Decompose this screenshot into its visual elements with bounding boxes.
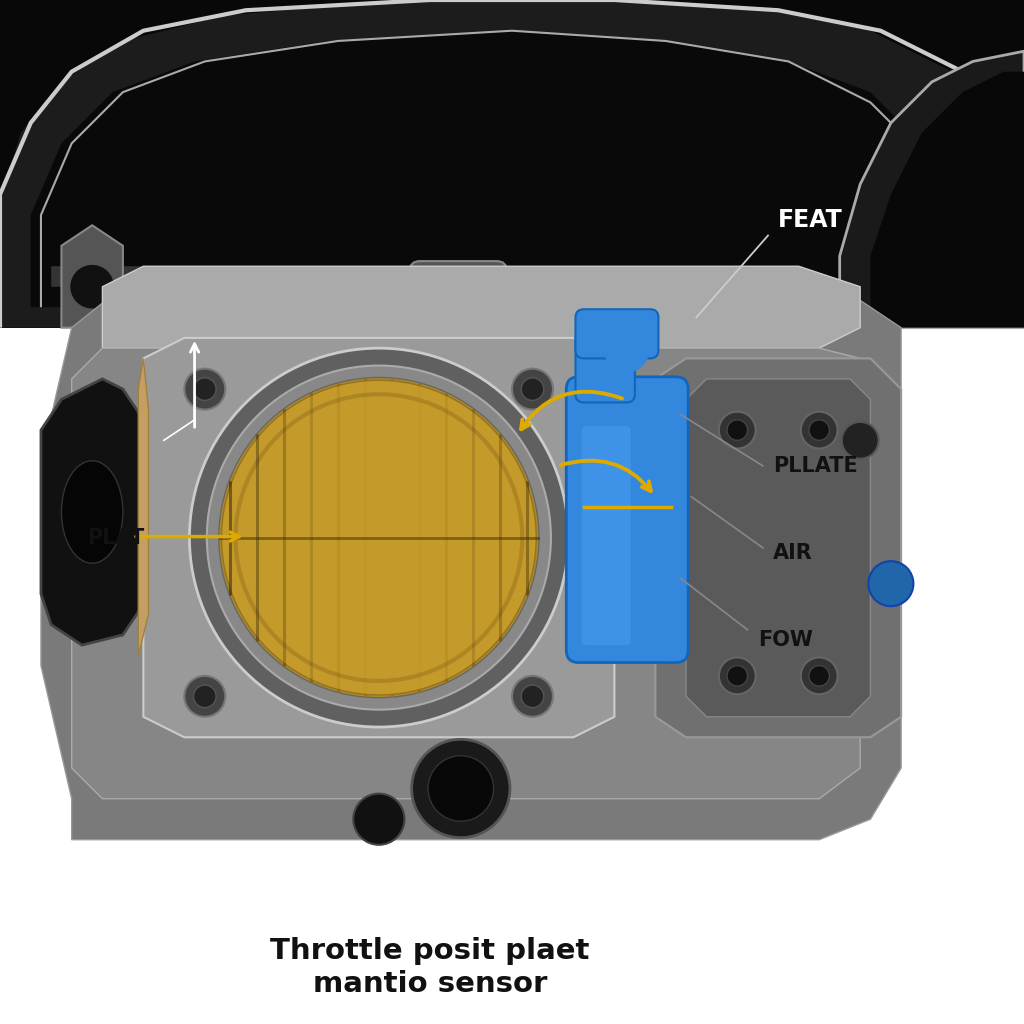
Circle shape [719, 412, 756, 449]
Polygon shape [143, 338, 614, 737]
Circle shape [412, 739, 510, 838]
Circle shape [194, 685, 216, 708]
Circle shape [842, 422, 879, 459]
Polygon shape [0, 0, 1024, 328]
FancyBboxPatch shape [575, 330, 635, 402]
Circle shape [727, 420, 748, 440]
Text: FOW: FOW [758, 630, 813, 650]
Text: PLLATE: PLLATE [773, 456, 858, 476]
Text: AIR: AIR [773, 543, 813, 563]
Text: PLAT: PLAT [87, 527, 144, 548]
Ellipse shape [61, 461, 123, 563]
Polygon shape [655, 358, 901, 737]
Polygon shape [102, 266, 860, 348]
Polygon shape [41, 287, 901, 840]
Circle shape [521, 378, 544, 400]
Circle shape [868, 561, 913, 606]
FancyBboxPatch shape [566, 377, 688, 663]
Circle shape [433, 282, 484, 333]
Circle shape [512, 676, 553, 717]
Polygon shape [31, 31, 963, 307]
Circle shape [727, 666, 748, 686]
Circle shape [521, 685, 544, 708]
Text: Throttle posit plaet
mantio sensor: Throttle posit plaet mantio sensor [270, 938, 590, 997]
Polygon shape [840, 51, 1024, 328]
Circle shape [184, 676, 225, 717]
Polygon shape [870, 72, 1024, 328]
Circle shape [809, 420, 829, 440]
Circle shape [70, 264, 115, 309]
Circle shape [801, 412, 838, 449]
Polygon shape [61, 225, 123, 328]
Polygon shape [0, 0, 1024, 328]
FancyBboxPatch shape [575, 309, 658, 358]
Circle shape [801, 657, 838, 694]
Polygon shape [41, 379, 143, 645]
Circle shape [189, 348, 568, 727]
Circle shape [809, 666, 829, 686]
FancyBboxPatch shape [582, 426, 631, 645]
Circle shape [428, 756, 494, 821]
Circle shape [184, 369, 225, 410]
Text: FEAT: FEAT [778, 208, 843, 232]
Circle shape [512, 369, 553, 410]
Circle shape [353, 794, 404, 845]
Circle shape [220, 379, 538, 696]
Polygon shape [72, 348, 860, 799]
FancyBboxPatch shape [410, 261, 507, 348]
Polygon shape [138, 358, 148, 655]
Circle shape [194, 378, 216, 400]
Polygon shape [686, 379, 870, 717]
Circle shape [719, 657, 756, 694]
Polygon shape [51, 266, 819, 297]
Circle shape [207, 366, 551, 710]
Circle shape [604, 328, 649, 373]
